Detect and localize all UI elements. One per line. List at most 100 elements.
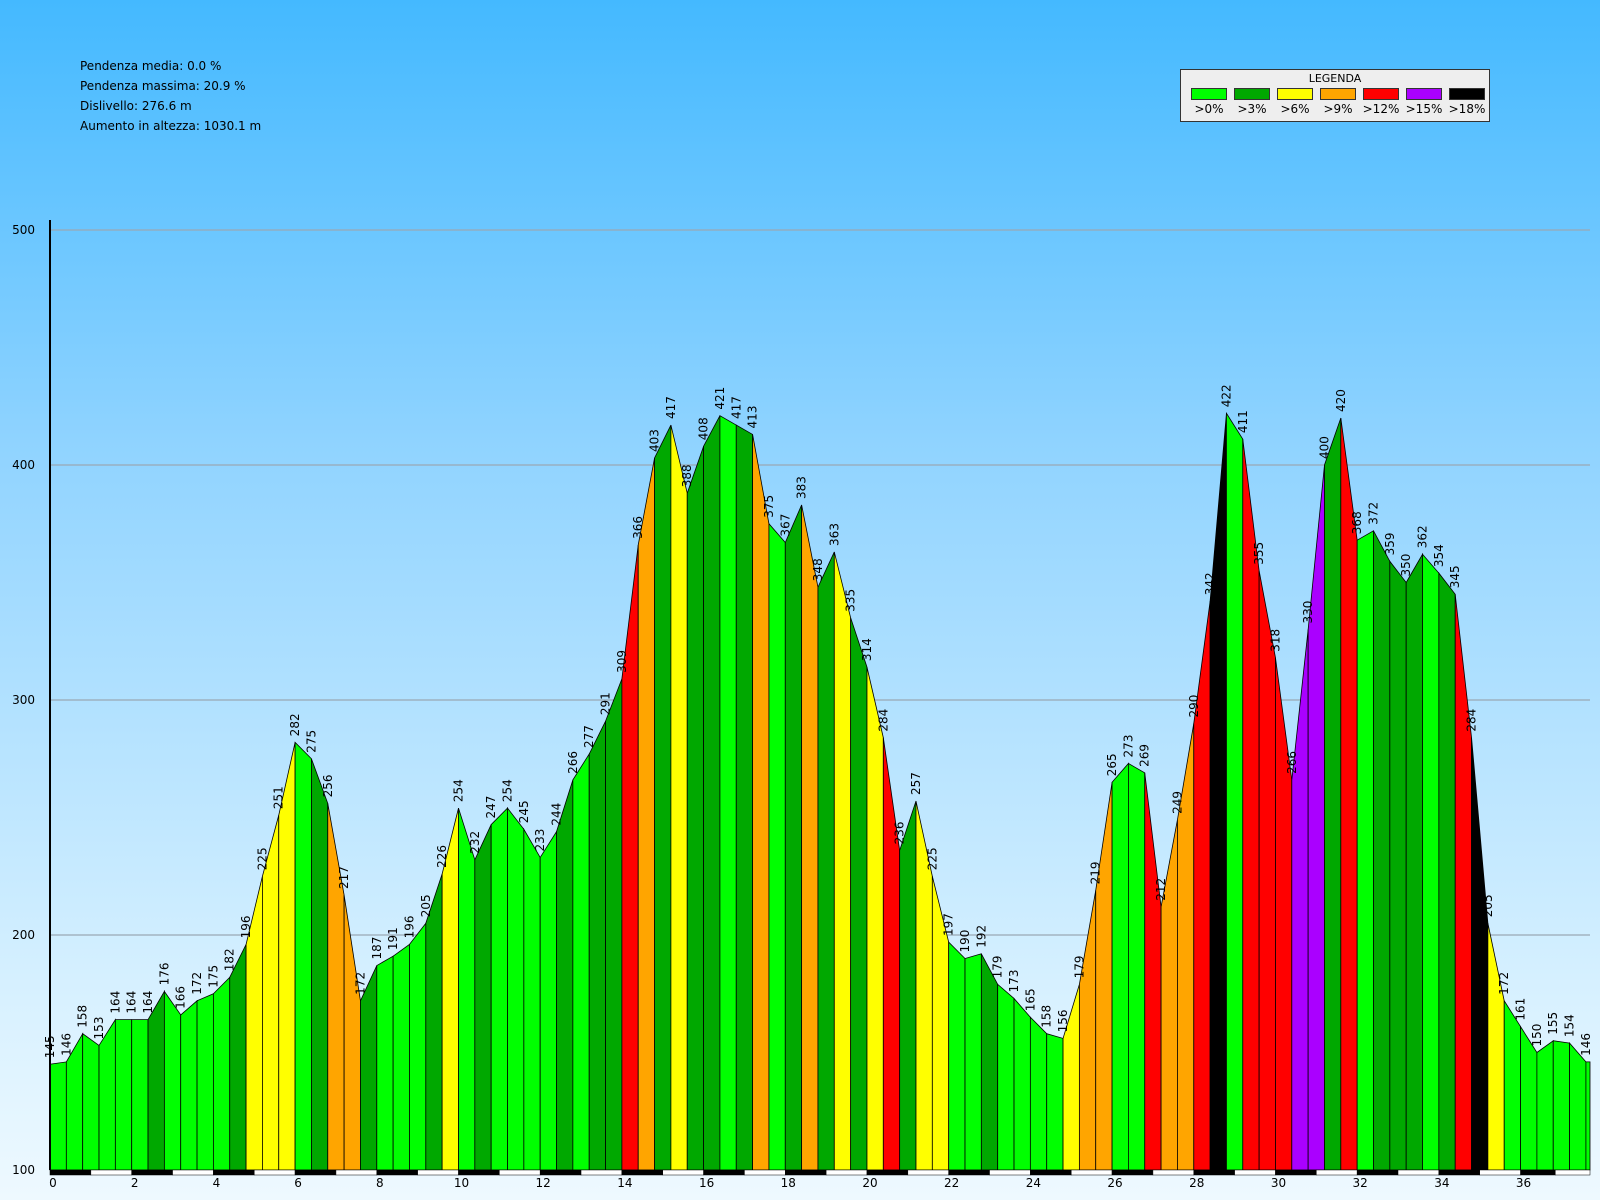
slope-segment (899, 800, 917, 1171)
stats-panel: Pendenza media: 0.0 % Pendenza massima: … (80, 56, 261, 136)
slope-segment (1258, 570, 1276, 1171)
elevation-label: 182 (223, 948, 237, 971)
x-scale-block (1397, 1169, 1440, 1176)
x-scale-block (1555, 1169, 1591, 1176)
slope-segment (376, 955, 394, 1171)
elevation-label: 161 (1514, 998, 1528, 1021)
x-tick-label: 36 (1516, 1176, 1531, 1190)
elevation-label: 146 (1579, 1033, 1593, 1056)
elevation-label: 232 (468, 831, 482, 854)
x-tick-label: 28 (1189, 1176, 1204, 1190)
elevation-label: 155 (1546, 1012, 1560, 1035)
slope-segment (964, 953, 982, 1171)
elevation-label: 422 (1219, 384, 1233, 407)
legend-label: >12% (1362, 102, 1400, 116)
legend-swatch (1320, 88, 1356, 100)
elevation-label: 225 (255, 847, 269, 870)
slope-segment (784, 504, 803, 1171)
x-scale-block (1070, 1169, 1113, 1176)
slope-segment (1324, 417, 1342, 1171)
elevation-label: 156 (1056, 1009, 1070, 1032)
x-scale-block (253, 1169, 296, 1176)
x-scale-block (866, 1169, 909, 1176)
x-tick-label: 18 (781, 1176, 796, 1190)
y-tick-label: 300 (12, 693, 35, 707)
elevation-label: 345 (1448, 565, 1462, 588)
legend-label: >18% (1448, 102, 1486, 116)
x-scale-block (785, 1169, 827, 1176)
elevation-label: 265 (1105, 753, 1119, 776)
slope-segment (1373, 530, 1391, 1171)
legend-item: >9% (1316, 88, 1360, 116)
slope-segment (98, 1018, 116, 1171)
elevation-label: 348 (811, 558, 825, 581)
elevation-label: 153 (92, 1017, 106, 1040)
elevation-label: 217 (337, 866, 351, 889)
elevation-label: 383 (795, 476, 809, 499)
elevation-label: 359 (1383, 532, 1397, 555)
slope-segment (196, 993, 214, 1171)
legend-swatch (1234, 88, 1270, 100)
elevation-label: 362 (1416, 525, 1430, 548)
slope-segment (882, 737, 901, 1171)
slope-segment (735, 424, 753, 1171)
x-scale-block (213, 1169, 255, 1176)
slope-segment (131, 1019, 149, 1171)
x-tick-label: 16 (699, 1176, 714, 1190)
slope-segment (1438, 571, 1456, 1171)
slope-segment (1291, 629, 1309, 1171)
x-tick-label: 4 (213, 1176, 221, 1190)
elevation-label: 355 (1252, 542, 1266, 565)
legend-label: >9% (1323, 102, 1353, 116)
x-scale-block (458, 1169, 500, 1176)
legend-label: >0% (1194, 102, 1224, 116)
x-tick-label: 0 (49, 1176, 57, 1190)
x-tick-label: 2 (131, 1176, 139, 1190)
x-scale-block (294, 1169, 337, 1176)
elevation-label: 187 (370, 937, 384, 960)
legend-item: >6% (1273, 88, 1317, 116)
slope-segment (1487, 923, 1505, 1171)
elevation-label: 197 (942, 913, 956, 936)
elevation-label: 375 (762, 495, 776, 518)
x-tick-label: 8 (376, 1176, 384, 1190)
slope-segment (670, 424, 688, 1171)
elevation-label: 205 (1481, 894, 1495, 917)
slope-segment (1046, 1033, 1064, 1171)
elevation-label: 417 (664, 396, 678, 419)
legend-title: LEGENDA (1308, 72, 1362, 85)
slope-segment (490, 807, 508, 1171)
elevation-label: 196 (239, 915, 253, 938)
elevation-label: 226 (435, 845, 449, 868)
elevation-label: 154 (1563, 1014, 1577, 1037)
x-scale-block (907, 1169, 949, 1176)
x-tick-label: 34 (1434, 1176, 1449, 1190)
slope-segment (1128, 762, 1146, 1171)
slope-segment (1405, 552, 1423, 1171)
elevation-label: 284 (1465, 709, 1479, 732)
x-scale-block (131, 1169, 173, 1176)
slope-segment (817, 551, 835, 1171)
slope-segment (163, 990, 182, 1171)
x-tick-label: 32 (1353, 1176, 1368, 1190)
slope-segment (654, 424, 672, 1171)
elevation-label: 219 (1089, 861, 1103, 884)
slope-segment (343, 894, 361, 1171)
slope-segment (360, 965, 378, 1171)
slope-segment (539, 830, 557, 1171)
elevation-label: 277 (582, 725, 596, 748)
slope-segment (1160, 819, 1178, 1171)
legend-label: >6% (1280, 102, 1310, 116)
x-scale-block (539, 1169, 582, 1176)
elevation-label: 190 (958, 930, 972, 953)
elevation-label: 205 (419, 894, 433, 917)
y-tick-label: 100 (12, 1163, 35, 1177)
elevation-label: 254 (501, 779, 515, 802)
elevation-label: 354 (1432, 544, 1446, 567)
slope-segment (1111, 762, 1129, 1171)
slope-segment (768, 522, 786, 1171)
x-scale-block (1193, 1169, 1235, 1176)
x-scale-block (580, 1169, 623, 1176)
elevation-label: 251 (272, 786, 286, 809)
